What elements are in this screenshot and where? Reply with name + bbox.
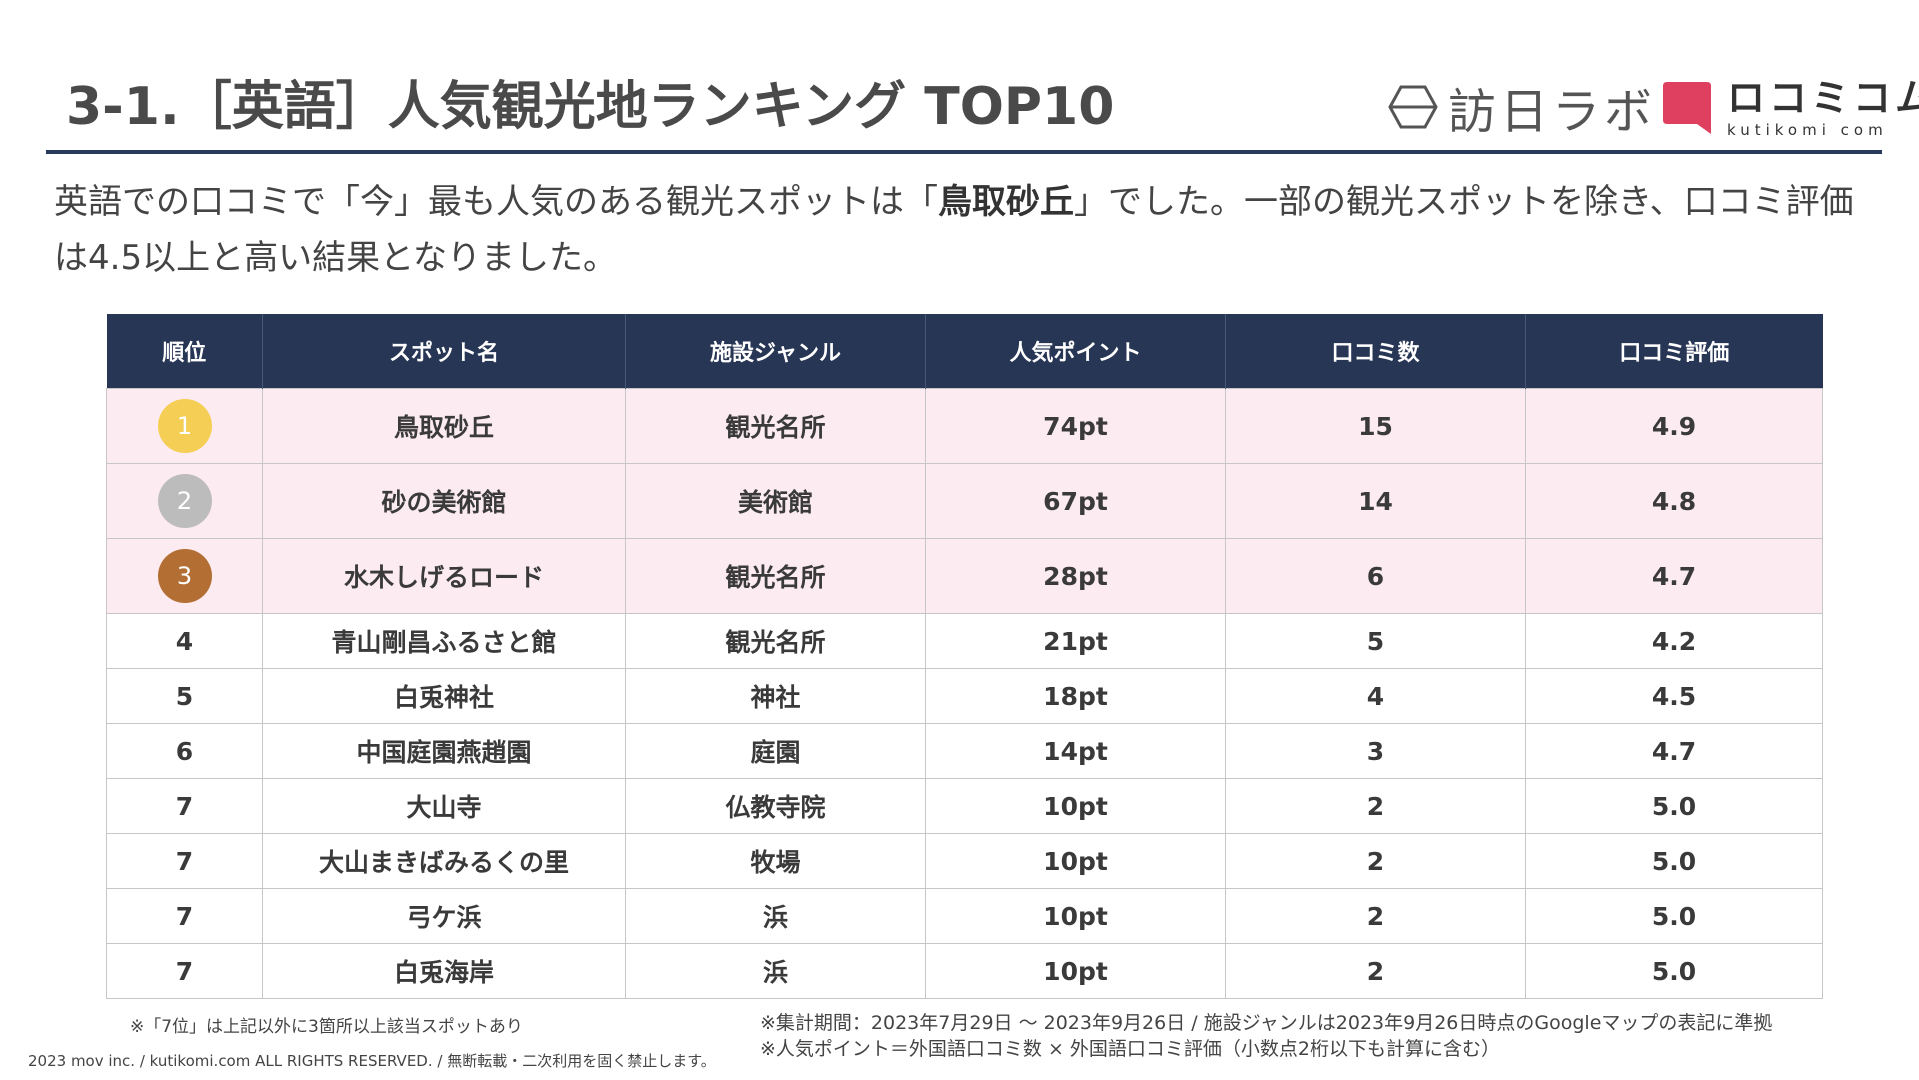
method-footnotes: ※集計期間：2023年7月29日 〜 2023年9月26日 / 施設ジャンルは2… — [760, 1010, 1772, 1062]
table-row: 2 砂の美術館 美術館 67pt 14 4.8 — [106, 463, 1823, 539]
points-cell: 10pt — [925, 778, 1226, 834]
genre-cell: 浜 — [625, 943, 926, 999]
genre-cell: 観光名所 — [625, 538, 926, 614]
points-cell: 21pt — [925, 613, 1226, 669]
rank-cell: 4 — [106, 613, 263, 669]
rating-cell: 4.7 — [1525, 538, 1823, 614]
speech-bubble-logo-icon — [1663, 82, 1711, 134]
table-header-row: 順位 スポット名 施設ジャンル 人気ポイント 口コミ数 口コミ評価 — [106, 314, 1823, 389]
houjin-lab-logo-text: 訪日ラボ — [1448, 84, 1657, 140]
genre-cell: 神社 — [625, 668, 926, 724]
intro-text-part2: 」でした。一部の観光スポットを除き、口コミ評価は4.5以上と高い結果となりました… — [54, 182, 1854, 278]
points-formula-footnote: ※人気ポイント＝外国語口コミ数 × 外国語口コミ評価（小数点2桁以下も計算に含む… — [760, 1038, 1501, 1060]
review-count-cell: 2 — [1225, 888, 1526, 944]
review-count-cell: 2 — [1225, 778, 1526, 834]
spot-name-cell: 白兎神社 — [262, 668, 626, 724]
rating-cell: 4.5 — [1525, 668, 1823, 724]
copyright-text: 2023 mov inc. / kutikomi.com ALL RIGHTS … — [28, 1052, 716, 1070]
table-row: 7 大山寺 仏教寺院 10pt 2 5.0 — [106, 778, 1823, 834]
table-row: 1 鳥取砂丘 観光名所 74pt 15 4.9 — [106, 388, 1823, 464]
houjin-lab-logo: 訪日ラボ — [1388, 78, 1656, 140]
kutikomi-logo: ロコミコム kutikomi com — [1663, 78, 1919, 138]
review-count-cell: 3 — [1225, 723, 1526, 779]
rank-cell: 7 — [106, 888, 263, 944]
hexagon-logo-icon — [1388, 85, 1438, 129]
spot-name-cell: 大山寺 — [262, 778, 626, 834]
rating-cell: 5.0 — [1525, 888, 1823, 944]
points-cell: 28pt — [925, 538, 1226, 614]
genre-cell: 観光名所 — [625, 613, 926, 669]
rating-cell: 4.9 — [1525, 388, 1823, 464]
spot-name-cell: 青山剛昌ふるさと館 — [262, 613, 626, 669]
kutikomi-logo-en: kutikomi com — [1727, 120, 1888, 139]
gold-medal-badge: 1 — [157, 399, 212, 453]
rank-cell: 6 — [106, 723, 263, 779]
table-row: 7 大山まきばみるくの里 牧場 10pt 2 5.0 — [106, 833, 1823, 889]
rating-cell: 5.0 — [1525, 943, 1823, 999]
col-header-rank: 順位 — [106, 314, 263, 389]
rank-cell: 2 — [106, 463, 263, 539]
points-cell: 74pt — [925, 388, 1226, 464]
review-count-cell: 2 — [1225, 943, 1526, 999]
points-cell: 10pt — [925, 833, 1226, 889]
table-row: 7 弓ケ浜 浜 10pt 2 5.0 — [106, 888, 1823, 944]
spot-name-cell: 大山まきばみるくの里 — [262, 833, 626, 889]
review-count-cell: 4 — [1225, 668, 1526, 724]
table-row: 7 白兎海岸 浜 10pt 2 5.0 — [106, 943, 1823, 999]
review-count-cell: 14 — [1225, 463, 1526, 539]
rating-cell: 4.8 — [1525, 463, 1823, 539]
rank-footnote: ※「7位」は上記以外に3箇所以上該当スポットあり — [130, 1017, 523, 1037]
genre-cell: 観光名所 — [625, 388, 926, 464]
page-title: 3-1.［英語］人気観光地ランキング TOP10 — [66, 77, 1115, 137]
title-divider — [46, 150, 1882, 154]
spot-name-cell: 中国庭園燕趙園 — [262, 723, 626, 779]
table-row: 3 水木しげるロード 観光名所 28pt 6 4.7 — [106, 538, 1823, 614]
rank-cell: 1 — [106, 388, 263, 464]
points-cell: 10pt — [925, 943, 1226, 999]
rating-cell: 5.0 — [1525, 833, 1823, 889]
genre-cell: 庭園 — [625, 723, 926, 779]
spot-name-cell: 弓ケ浜 — [262, 888, 626, 944]
rating-cell: 4.2 — [1525, 613, 1823, 669]
period-footnote: ※集計期間：2023年7月29日 〜 2023年9月26日 / 施設ジャンルは2… — [760, 1012, 1773, 1034]
col-header-review-count: 口コミ数 — [1225, 314, 1526, 389]
intro-text: 英語での口コミで「今」最も人気のある観光スポットは「鳥取砂丘」でした。一部の観光… — [54, 174, 1874, 286]
spot-name-cell: 砂の美術館 — [262, 463, 626, 539]
spot-name-cell: 白兎海岸 — [262, 943, 626, 999]
review-count-cell: 6 — [1225, 538, 1526, 614]
genre-cell: 浜 — [625, 888, 926, 944]
rating-cell: 5.0 — [1525, 778, 1823, 834]
points-cell: 18pt — [925, 668, 1226, 724]
review-count-cell: 2 — [1225, 833, 1526, 889]
rank-cell: 7 — [106, 833, 263, 889]
table-row: 5 白兎神社 神社 18pt 4 4.5 — [106, 668, 1823, 724]
table-row: 4 青山剛昌ふるさと館 観光名所 21pt 5 4.2 — [106, 613, 1823, 669]
col-header-points: 人気ポイント — [925, 314, 1226, 389]
table-row: 6 中国庭園燕趙園 庭園 14pt 3 4.7 — [106, 723, 1823, 779]
rank-cell: 5 — [106, 668, 263, 724]
bronze-medal-badge: 3 — [157, 549, 212, 603]
genre-cell: 美術館 — [625, 463, 926, 539]
rank-cell: 7 — [106, 943, 263, 999]
spot-name-cell: 鳥取砂丘 — [262, 388, 626, 464]
points-cell: 67pt — [925, 463, 1226, 539]
genre-cell: 仏教寺院 — [625, 778, 926, 834]
rank-cell: 7 — [106, 778, 263, 834]
silver-medal-badge: 2 — [157, 474, 212, 528]
col-header-genre: 施設ジャンル — [625, 314, 926, 389]
review-count-cell: 5 — [1225, 613, 1526, 669]
col-header-rating: 口コミ評価 — [1525, 314, 1823, 389]
spot-name-cell: 水木しげるロード — [262, 538, 626, 614]
review-count-cell: 15 — [1225, 388, 1526, 464]
rank-cell: 3 — [106, 538, 263, 614]
intro-text-part1: 英語での口コミで「今」最も人気のある観光スポットは「 — [54, 182, 938, 222]
kutikomi-logo-jp: ロコミコム — [1727, 75, 1919, 120]
ranking-table: 順位 スポット名 施設ジャンル 人気ポイント 口コミ数 口コミ評価 1 鳥取砂丘… — [106, 314, 1823, 999]
col-header-spot-name: スポット名 — [262, 314, 626, 389]
intro-highlight: 鳥取砂丘 — [938, 182, 1074, 222]
rating-cell: 4.7 — [1525, 723, 1823, 779]
genre-cell: 牧場 — [625, 833, 926, 889]
points-cell: 14pt — [925, 723, 1226, 779]
points-cell: 10pt — [925, 888, 1226, 944]
